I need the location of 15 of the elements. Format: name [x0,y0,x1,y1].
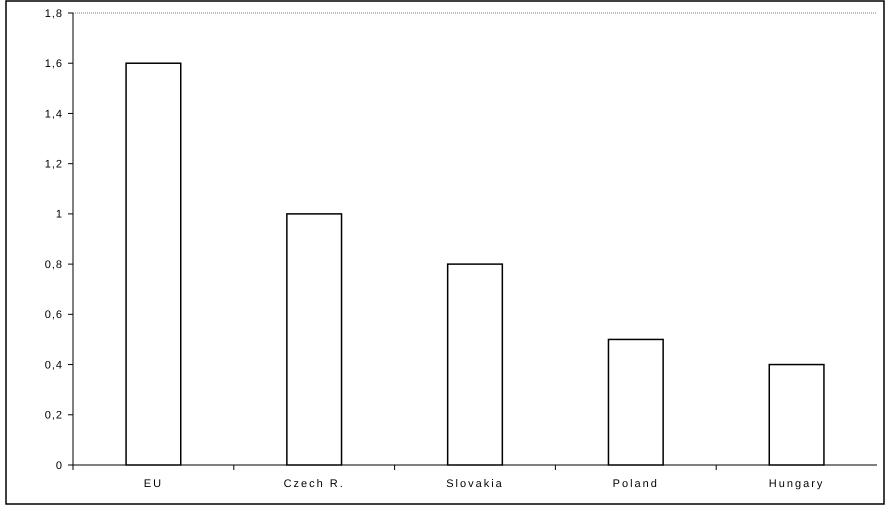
x-tick-label: Slovakia [446,478,504,490]
x-tick-label: EU [144,478,164,490]
y-tick-label: 1,6 [44,58,63,70]
y-tick-label: 1 [56,208,63,221]
x-tick-label: Hungary [768,478,824,490]
y-tick-label: 0,2 [44,410,63,422]
y-tick-label: 0,4 [44,359,63,372]
y-tick-label: 1,2 [44,158,63,171]
x-tick-label: Czech R. [284,478,345,490]
y-tick-label: 1,4 [44,108,63,120]
y-tick-label: 0 [56,460,63,472]
y-tick-label: 0,8 [44,258,63,271]
y-tick-label: 1,8 [44,8,63,20]
x-tick-label: Poland [612,478,659,490]
y-tick-label: 0,6 [44,309,63,322]
